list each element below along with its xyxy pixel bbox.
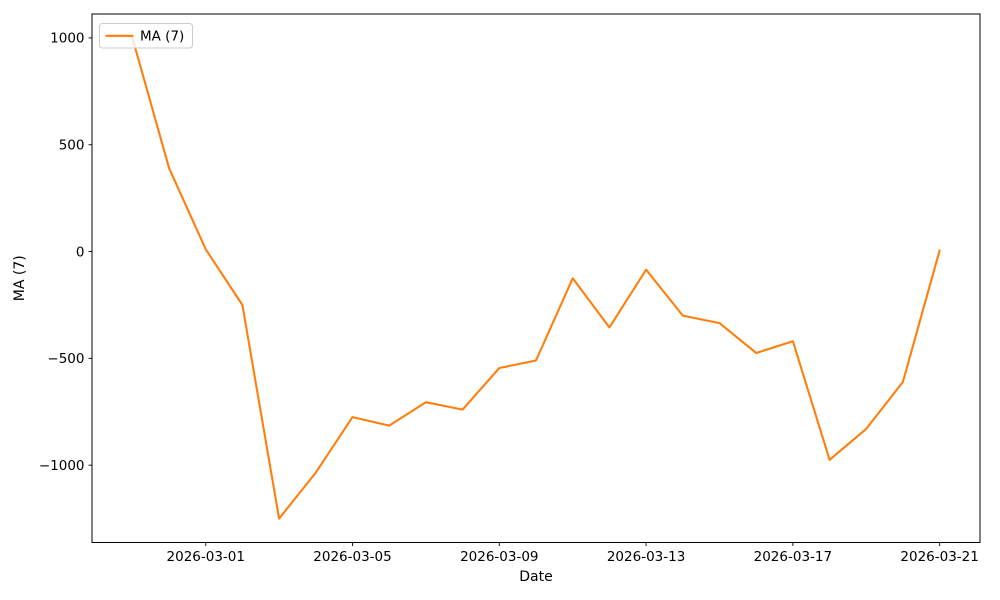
x-tick-label: 2026-03-09 (460, 549, 538, 565)
x-tick-label: 2026-03-17 (754, 549, 832, 565)
plot-border (91, 13, 981, 543)
x-tick-label: 2026-03-13 (607, 549, 685, 565)
y-tick-label: −1000 (39, 458, 85, 474)
x-tick-label: 2026-03-01 (167, 549, 245, 565)
y-tick-label: 0 (76, 244, 85, 260)
y-tick-label: 500 (59, 138, 85, 154)
x-tick-label: 2026-03-05 (313, 549, 391, 565)
x-tick-label: 2026-03-21 (900, 549, 978, 565)
y-axis-label: MA (7) (12, 255, 28, 301)
legend-box (99, 23, 193, 49)
x-axis-label: Date (519, 569, 552, 585)
legend-label: MA (7) (140, 28, 184, 44)
y-tick-label: −500 (47, 351, 84, 367)
y-tick-label: 1000 (50, 31, 84, 47)
ma7-series-line (131, 36, 941, 520)
